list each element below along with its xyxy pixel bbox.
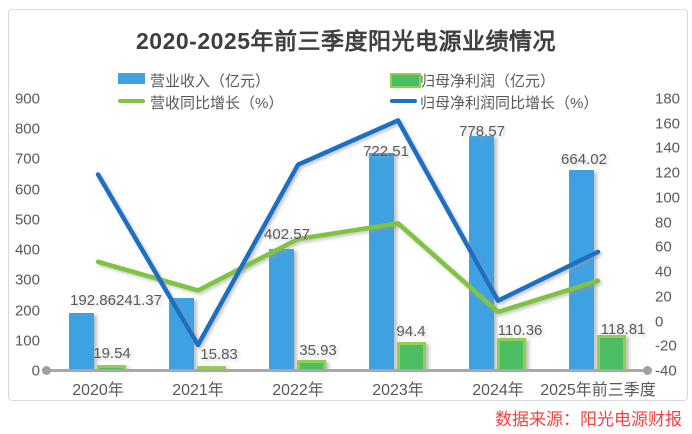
left-axis-tick: 500	[14, 211, 40, 229]
right-axis-tick: 80	[655, 214, 672, 232]
revenue-value-label: 402.57	[264, 226, 310, 244]
profit-value-label: 35.93	[299, 342, 337, 360]
legend-swatch-revenue-growth-line	[118, 99, 145, 103]
legend-swatch-profit-growth-line	[390, 99, 417, 103]
x-axis-category-label: 2020年	[72, 382, 124, 399]
legend-label-profit-growth: 归母净利润同比增长（%）	[420, 95, 599, 112]
revenue-value-label: 664.02	[561, 151, 607, 169]
x-axis-category-label: 2021年	[172, 382, 224, 399]
profit-bar	[497, 337, 526, 369]
chart-title: 2020-2025年前三季度阳光电源业绩情况	[136, 28, 556, 54]
right-axis-tick: 120	[655, 164, 681, 182]
left-axis-tick: 100	[14, 332, 40, 350]
revenue-bar	[569, 170, 594, 369]
x-axis-category-label: 2023年	[372, 382, 424, 399]
profit-bar	[397, 342, 426, 369]
right-axis-tick: 180	[655, 90, 681, 108]
right-axis-tick: 140	[655, 139, 681, 157]
legend-label-profit: 归母净利润（亿元）	[420, 73, 556, 90]
left-axis-tick: 900	[14, 90, 40, 108]
left-axis-tick: 200	[14, 302, 40, 320]
x-axis-line	[46, 369, 647, 372]
revenue-value-label: 778.57	[459, 122, 505, 140]
legend-label-revenue: 营业收入（亿元）	[150, 73, 271, 90]
revenue-bar	[269, 249, 294, 369]
right-axis-tick: 100	[655, 189, 681, 207]
revenue-value-label: 192.86	[70, 291, 116, 309]
profit-value-label: 19.54	[93, 345, 131, 363]
profit-value-label: 118.81	[600, 321, 646, 339]
profit-bar	[297, 360, 326, 369]
x-axis-left-end-dot	[42, 366, 51, 375]
left-axis-tick: 0	[31, 362, 40, 380]
x-axis-category-label: 2022年	[272, 382, 324, 399]
left-axis-tick: 600	[14, 181, 40, 199]
profit-value-label: 110.36	[497, 321, 543, 339]
legend-swatch-revenue-bar	[118, 73, 145, 84]
revenue-bar	[469, 135, 494, 369]
left-axis-tick: 800	[14, 120, 40, 138]
revenue-bar	[369, 152, 394, 369]
right-axis-tick: 0	[655, 313, 664, 331]
left-axis-tick: 700	[14, 150, 40, 168]
legend-swatch-profit-bar	[390, 73, 421, 88]
profit-bar	[597, 335, 626, 369]
profit-bar	[97, 365, 126, 369]
right-axis-tick: -40	[655, 362, 677, 380]
data-source-note: 数据来源：阳光电源财报	[495, 410, 682, 429]
x-axis-category-label: 2025年前三季度	[540, 382, 656, 399]
right-axis-tick: 60	[655, 238, 672, 256]
left-axis-tick: 300	[14, 271, 40, 289]
profit-value-label: 94.4	[396, 323, 426, 341]
revenue-bar	[169, 298, 194, 369]
right-axis-tick: -20	[655, 337, 677, 355]
x-axis-right-end-dot	[643, 366, 652, 375]
profit-value-label: 15.83	[200, 346, 238, 364]
left-axis-tick: 400	[14, 241, 40, 259]
right-axis-tick: 20	[655, 288, 672, 306]
revenue-bar	[69, 312, 94, 369]
x-axis-category-label: 2024年	[472, 382, 524, 399]
profit-bar	[197, 366, 226, 370]
revenue-value-label: 722.51	[363, 142, 409, 160]
right-axis-tick: 160	[655, 115, 681, 133]
legend-label-revenue-growth: 营收同比增长（%）	[150, 95, 284, 112]
right-axis-tick: 40	[655, 263, 672, 281]
revenue-value-label: 241.37	[116, 292, 162, 310]
